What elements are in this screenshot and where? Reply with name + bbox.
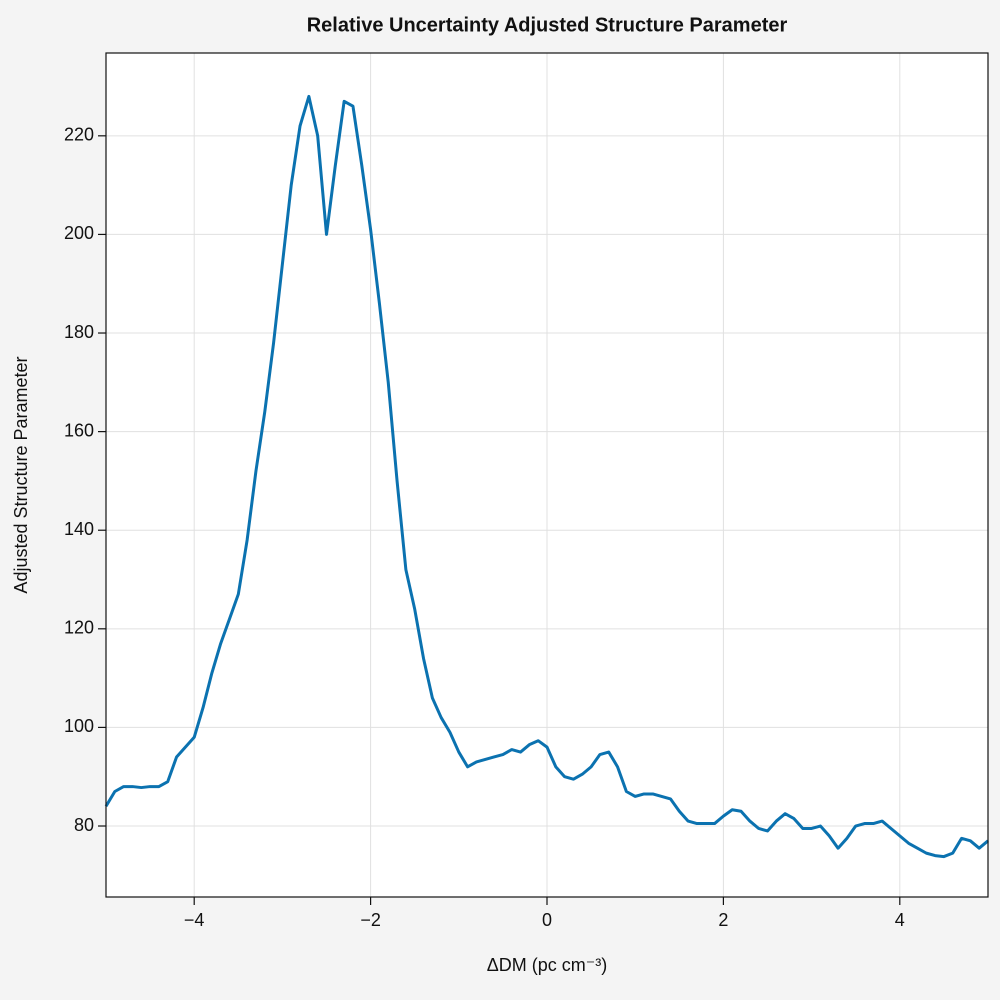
y-axis-label: Adjusted Structure Parameter (11, 356, 31, 593)
x-tick-label: −4 (184, 910, 205, 930)
data-line (104, 94, 989, 859)
y-tick-label: 180 (64, 322, 94, 342)
y-tick-label: 120 (64, 618, 94, 638)
y-tick-label: 100 (64, 716, 94, 736)
x-axis-label: ΔDM (pc cm⁻³) (487, 955, 608, 975)
y-tick-label: 160 (64, 420, 94, 440)
y-tick-label: 200 (64, 223, 94, 243)
x-tick-label: 0 (542, 910, 552, 930)
x-tick-label: 2 (718, 910, 728, 930)
x-tick-label: −2 (360, 910, 381, 930)
x-tick-label: 4 (895, 910, 905, 930)
y-tick-label: 140 (64, 519, 94, 539)
y-tick-label: 220 (64, 125, 94, 145)
plot-frame (105, 52, 989, 898)
y-tick-label: 80 (74, 815, 94, 835)
chart-title: Relative Uncertainty Adjusted Structure … (307, 14, 788, 36)
